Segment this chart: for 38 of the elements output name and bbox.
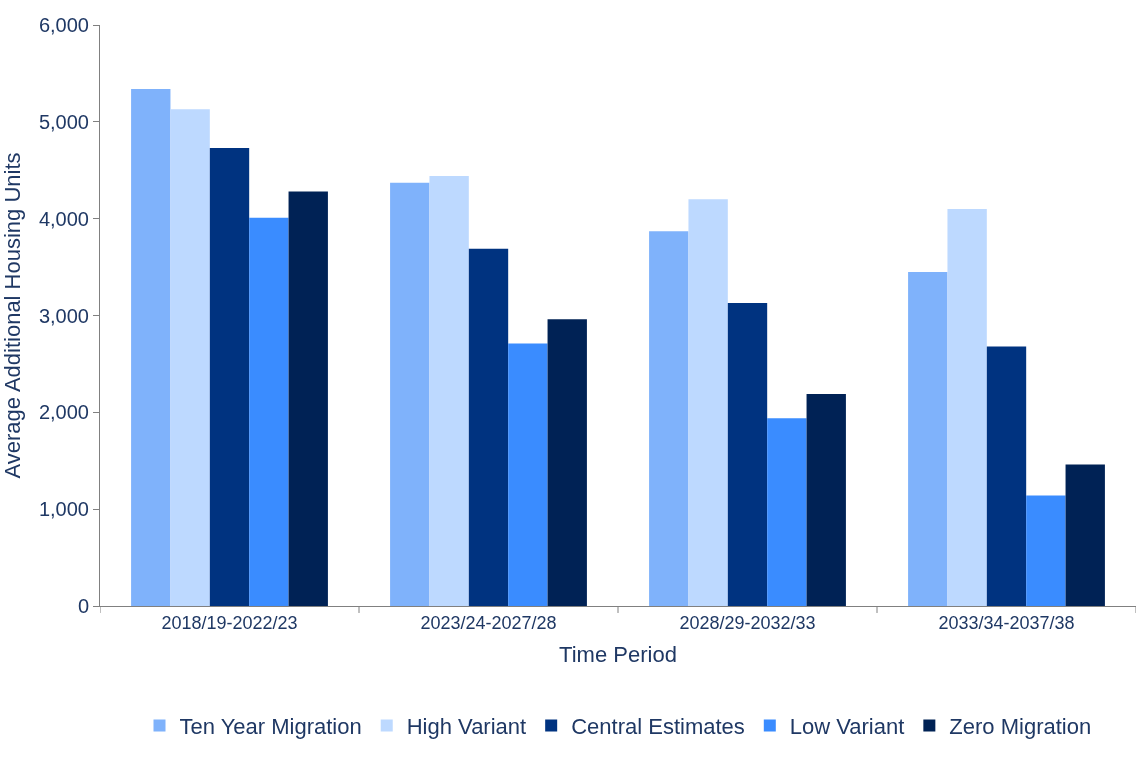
- bar: [908, 271, 948, 606]
- bar: [986, 346, 1027, 606]
- y-tick-label: 0: [77, 595, 89, 617]
- y-tick-label: 1,000: [38, 498, 89, 521]
- bar: [947, 208, 987, 606]
- x-tick-label: 2033/34-2037/38: [938, 612, 1075, 633]
- x-tick-label: 2028/29-2032/33: [679, 612, 816, 633]
- bar: [468, 248, 509, 606]
- bar: [249, 217, 289, 606]
- bar: [767, 418, 807, 606]
- x-tick-label: 2023/24-2027/28: [420, 612, 557, 633]
- bar: [170, 109, 210, 606]
- y-tick-label: 4,000: [38, 207, 89, 230]
- bar: [209, 147, 250, 606]
- x-tick-label: 2018/19-2022/23: [161, 612, 298, 633]
- legend-label: Zero Migration: [949, 714, 1092, 740]
- bar: [429, 176, 469, 606]
- bar: [1026, 495, 1066, 606]
- bar: [288, 191, 328, 606]
- legend-label: Low Variant: [789, 714, 905, 740]
- y-tick-label: 6,000: [38, 14, 89, 36]
- bar: [688, 199, 728, 606]
- y-tick-label: 3,000: [38, 304, 89, 327]
- bar: [649, 231, 689, 606]
- legend-label: Central Estimates: [571, 714, 745, 740]
- bar: [1065, 464, 1105, 606]
- bar: [390, 182, 430, 606]
- legend-label: High Variant: [406, 714, 527, 740]
- y-tick-label: 2,000: [38, 401, 89, 424]
- x-axis-title: Time Period: [559, 642, 677, 668]
- y-axis-title: Average Additional Housing Units: [0, 152, 25, 479]
- bar: [508, 343, 548, 606]
- bar: [806, 393, 846, 606]
- legend-label: Ten Year Migration: [179, 714, 362, 740]
- bar: [727, 302, 768, 606]
- bar: [131, 88, 171, 606]
- bar: [547, 319, 587, 606]
- y-tick-label: 5,000: [38, 110, 89, 133]
